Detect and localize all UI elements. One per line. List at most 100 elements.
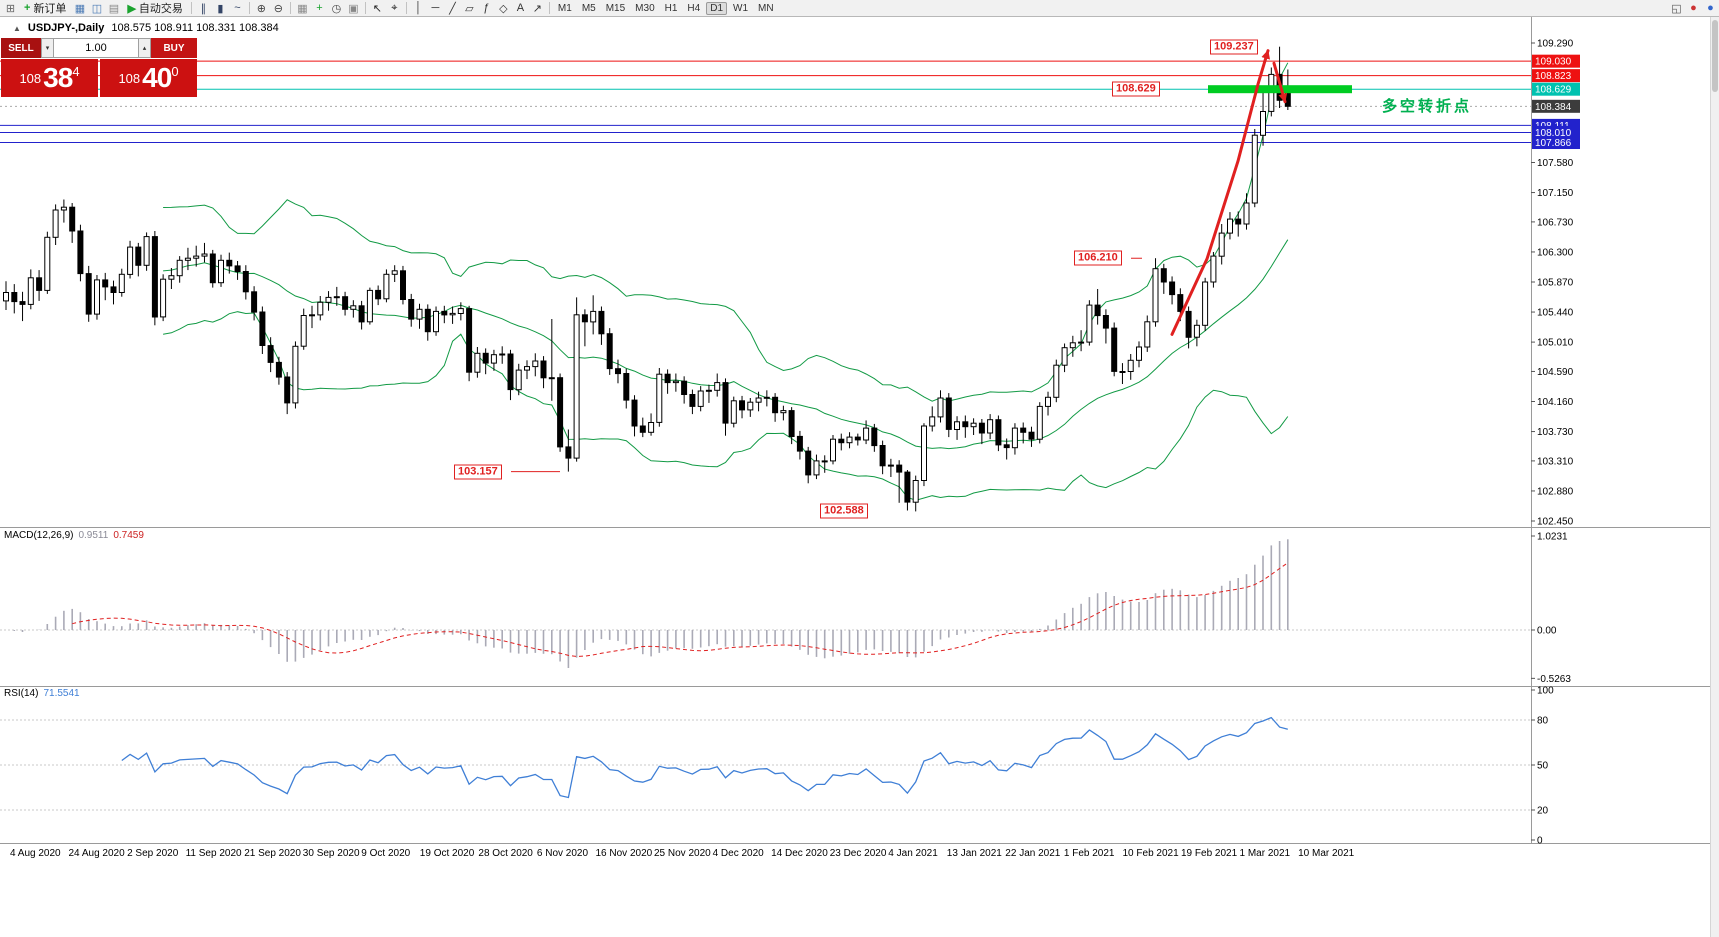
- trendline-icon[interactable]: ╱: [449, 2, 456, 15]
- date-axis-label: 1 Feb 2021: [1064, 848, 1115, 859]
- bid-sup: 4: [72, 64, 80, 79]
- timeframe-d1[interactable]: D1: [706, 1, 728, 15]
- macd-main-value: 0.9511: [78, 530, 109, 541]
- price-axis-tick: 105.870: [1537, 277, 1574, 288]
- auto-trading-button[interactable]: ▶ 自动交易: [122, 1, 187, 16]
- bid-price-panel[interactable]: 108 38 4: [1, 59, 98, 97]
- price-axis-tick: 103.730: [1537, 427, 1574, 438]
- price-axis-tick: 102.450: [1537, 516, 1574, 527]
- shapes-icon[interactable]: ◇: [499, 2, 508, 15]
- vertical-line-icon[interactable]: │: [414, 2, 422, 14]
- macd-axis-tick: -0.5263: [1537, 674, 1571, 685]
- templates-icon[interactable]: ▣: [348, 2, 359, 15]
- auto-trading-button-label: 自动交易: [138, 3, 183, 15]
- timeframe-m5[interactable]: M5: [581, 2, 596, 14]
- ask-price-panel[interactable]: 108 40 0: [100, 59, 197, 97]
- indicators-icon[interactable]: +: [316, 2, 323, 14]
- alert-icon[interactable]: ●: [1690, 2, 1697, 14]
- timeframe-mn[interactable]: MN: [758, 2, 774, 14]
- rsi-axis-tick: 0: [1537, 836, 1543, 847]
- note-text[interactable]: 多空转折点: [1382, 98, 1473, 115]
- price-axis-tick: 106.730: [1537, 217, 1574, 228]
- date-axis-label: 2 Sep 2020: [127, 848, 179, 859]
- macd-histogram: [13, 539, 1289, 668]
- periods-icon[interactable]: ◷: [331, 2, 342, 15]
- ask-big: 40: [142, 62, 172, 93]
- date-axis-label: 4 Aug 2020: [10, 848, 61, 859]
- lot-size-input[interactable]: [54, 38, 138, 58]
- lot-increment-button[interactable]: ▴: [138, 38, 151, 58]
- toolbar-separator: [405, 2, 407, 14]
- price-tag[interactable]: 108.629: [1112, 81, 1160, 97]
- tile-windows-icon[interactable]: ▦: [297, 2, 308, 15]
- rsi-axis-tick: 100: [1537, 686, 1554, 697]
- vertical-scrollbar[interactable]: [1710, 0, 1719, 937]
- scrollbar-thumb[interactable]: [1712, 20, 1718, 92]
- timeframe-m1[interactable]: M1: [557, 2, 572, 14]
- price-tag[interactable]: 103.157: [454, 464, 502, 480]
- profiles-icon[interactable]: ◫: [91, 2, 103, 15]
- price-axis-tick: 107.580: [1537, 158, 1574, 169]
- candles: [3, 46, 1291, 512]
- price-tag[interactable]: 106.210: [1074, 250, 1122, 266]
- arrows-icon[interactable]: ↗: [532, 2, 543, 15]
- date-axis-label: 16 Nov 2020: [596, 848, 653, 859]
- trend-arrow[interactable]: [1170, 49, 1271, 336]
- date-axis-label: 19 Oct 2020: [420, 848, 475, 859]
- candlestick-chart-icon[interactable]: ▮: [217, 2, 224, 15]
- price-axis-chip: [1532, 125, 1580, 139]
- charts-window-icon[interactable]: ⊞: [5, 2, 16, 15]
- window-controls-icon[interactable]: ◱: [1671, 2, 1682, 15]
- date-axis-label: 4 Jan 2021: [888, 848, 938, 859]
- date-axis-label: 11 Sep 2020: [186, 848, 242, 859]
- date-axis-label: 21 Sep 2020: [244, 848, 301, 859]
- chart-title: ▲ USDJPY-,Daily 108.575 108.911 108.331 …: [13, 22, 279, 34]
- macd-indicator-label: MACD(12,26,9) 0.9511 0.7459: [4, 530, 144, 541]
- reversal-arrow[interactable]: [1272, 61, 1288, 104]
- fibonacci-icon[interactable]: ƒ: [483, 2, 490, 14]
- timeframe-h4[interactable]: H4: [687, 2, 701, 14]
- horizontal-line-icon[interactable]: ─: [431, 2, 440, 14]
- timeframe-m30[interactable]: M30: [635, 2, 655, 14]
- channel-icon[interactable]: ▱: [465, 2, 474, 15]
- community-icon[interactable]: ●: [1707, 2, 1714, 14]
- macd-axis-tick: 1.0231: [1537, 531, 1568, 542]
- bid-base: 108: [19, 70, 42, 86]
- timeframe-h1[interactable]: H1: [664, 2, 678, 14]
- price-tag[interactable]: 102.588: [820, 503, 868, 519]
- text-label-icon[interactable]: A: [516, 2, 525, 14]
- charts-icon[interactable]: ▦: [74, 2, 86, 15]
- toolbar-separator: [190, 2, 192, 14]
- rsi-axis-tick: 20: [1537, 806, 1549, 817]
- line-chart-icon[interactable]: ~: [234, 2, 241, 14]
- sell-button[interactable]: SELL: [1, 38, 41, 58]
- cursor-icon[interactable]: ↖: [372, 2, 383, 15]
- buy-button[interactable]: BUY: [151, 38, 197, 58]
- one-click-trading-panel: SELL ▾ ▴ BUY 108 38 4 108 40 0: [1, 38, 197, 97]
- date-axis-label: 14 Dec 2020: [771, 848, 828, 859]
- zoom-out-icon[interactable]: ⊖: [273, 2, 284, 15]
- new-order-button[interactable]: + 新订单: [19, 1, 71, 16]
- price-axis-tick: 105.010: [1537, 338, 1574, 349]
- price-axis-chip-value: 109.030: [1535, 57, 1572, 68]
- date-axis-label: 13 Jan 2021: [947, 848, 1002, 859]
- auto-trading-icon: ▶: [127, 2, 136, 15]
- price-axis-tick: 104.160: [1537, 397, 1574, 408]
- price-tag[interactable]: 109.237: [1210, 39, 1258, 55]
- rsi-axis-tick: 80: [1537, 716, 1549, 727]
- timeframe-m15[interactable]: M15: [605, 2, 626, 14]
- bar-chart-icon[interactable]: ∥: [200, 2, 207, 15]
- crosshair-icon[interactable]: ⌖: [391, 1, 398, 14]
- price-axis-tick: 105.440: [1537, 308, 1574, 319]
- price-axis-chip: [1532, 69, 1580, 83]
- price-axis-tick: 109.290: [1537, 39, 1574, 50]
- timeframe-w1[interactable]: W1: [733, 2, 749, 14]
- zoom-in-icon[interactable]: ⊕: [256, 2, 267, 15]
- toolbar-separator: [548, 2, 550, 14]
- rsi-line: [121, 716, 1288, 799]
- price-axis-chip-value: 108.384: [1535, 102, 1572, 113]
- market-watch-icon[interactable]: ▤: [108, 2, 120, 15]
- lot-decrement-button[interactable]: ▾: [41, 38, 54, 58]
